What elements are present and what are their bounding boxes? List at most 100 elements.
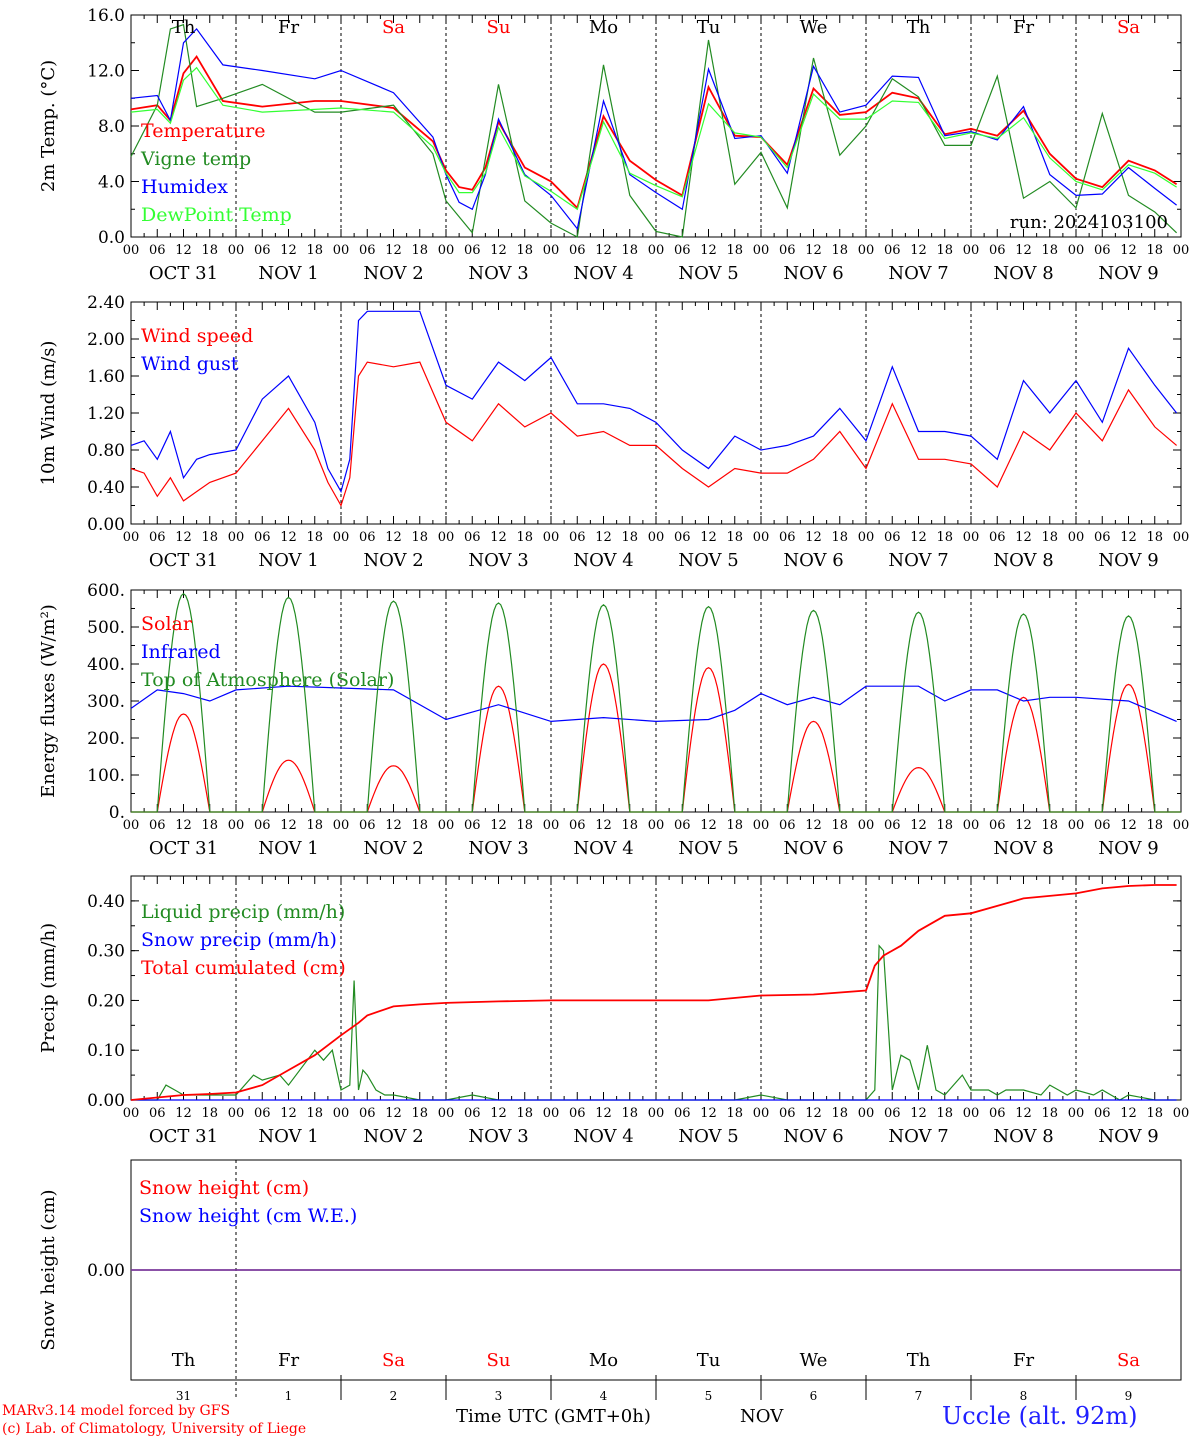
hour-tick-label: 00 xyxy=(543,243,560,258)
hour-tick-label: 06 xyxy=(884,243,901,258)
hour-tick-label: 06 xyxy=(359,530,376,545)
hour-tick-label: 06 xyxy=(884,530,901,545)
hour-tick-label: 12 xyxy=(595,1106,612,1121)
hour-tick-label: 18 xyxy=(831,530,848,545)
hour-tick-label: 06 xyxy=(464,818,481,833)
y-tick-label: 500. xyxy=(87,618,125,638)
hour-tick-label: 00 xyxy=(438,243,455,258)
date-label: NOV 3 xyxy=(468,263,528,284)
hour-tick-label: 00 xyxy=(228,818,245,833)
hour-tick-label: 18 xyxy=(306,530,323,545)
bottom-day-number: 8 xyxy=(1020,1389,1028,1403)
date-label: NOV 2 xyxy=(363,838,423,859)
legend-entry: Temperature xyxy=(141,120,265,142)
legend-entry: Snow height (cm) xyxy=(139,1177,309,1199)
hour-tick-label: 18 xyxy=(726,243,743,258)
hour-tick-label: 06 xyxy=(149,1106,166,1121)
hour-tick-label: 00 xyxy=(1173,243,1190,258)
hour-tick-label: 06 xyxy=(569,243,586,258)
date-label: NOV 2 xyxy=(363,1126,423,1147)
hour-tick-label: 12 xyxy=(490,530,507,545)
hour-tick-label: 18 xyxy=(1146,1106,1163,1121)
hour-tick-label: 12 xyxy=(910,530,927,545)
hour-tick-label: 12 xyxy=(910,818,927,833)
date-label: NOV 5 xyxy=(678,1126,738,1147)
hour-tick-label: 00 xyxy=(123,818,140,833)
hour-tick-label: 06 xyxy=(149,243,166,258)
hour-tick-label: 18 xyxy=(621,530,638,545)
date-label: NOV 7 xyxy=(888,1126,948,1147)
hour-tick-label: 18 xyxy=(936,243,953,258)
y-tick-label: 2.40 xyxy=(87,293,125,313)
hour-tick-label: 18 xyxy=(621,243,638,258)
hour-tick-label: 06 xyxy=(779,530,796,545)
weekday-label: We xyxy=(800,17,828,38)
hour-tick-label: 00 xyxy=(963,1106,980,1121)
y-tick-label: 100. xyxy=(87,766,125,786)
hour-tick-label: 12 xyxy=(1120,818,1137,833)
legend-entry: Infrared xyxy=(141,641,221,663)
date-label: NOV 9 xyxy=(1098,263,1158,284)
hour-tick-label: 06 xyxy=(779,818,796,833)
hour-tick-label: 12 xyxy=(175,243,192,258)
hour-tick-label: 18 xyxy=(1146,818,1163,833)
legend-entry: Humidex xyxy=(141,176,228,198)
hour-tick-label: 00 xyxy=(753,818,770,833)
weekday-label: Su xyxy=(487,17,511,38)
hour-tick-label: 00 xyxy=(543,818,560,833)
date-label: NOV 3 xyxy=(468,1126,528,1147)
hour-tick-label: 00 xyxy=(228,243,245,258)
credit-line-model: MARv3.14 model forced by GFS xyxy=(2,1403,231,1419)
hour-tick-label: 00 xyxy=(228,530,245,545)
hour-tick-label: 00 xyxy=(543,1106,560,1121)
hour-tick-label: 00 xyxy=(963,243,980,258)
hour-tick-label: 06 xyxy=(359,1106,376,1121)
bottom-day-number: 6 xyxy=(810,1389,818,1403)
hour-tick-label: 00 xyxy=(1068,818,1085,833)
hour-tick-label: 18 xyxy=(411,818,428,833)
hour-tick-label: 00 xyxy=(858,1106,875,1121)
date-label: NOV 9 xyxy=(1098,1126,1158,1147)
bottom-weekday-label: Th xyxy=(172,1350,196,1371)
hour-tick-label: 00 xyxy=(858,243,875,258)
date-label: NOV 2 xyxy=(363,263,423,284)
hour-tick-label: 06 xyxy=(359,818,376,833)
hour-tick-label: 12 xyxy=(805,818,822,833)
hour-tick-label: 06 xyxy=(149,818,166,833)
hour-tick-label: 12 xyxy=(490,818,507,833)
y-tick-label: 0.00 xyxy=(87,515,125,535)
hour-tick-label: 06 xyxy=(989,243,1006,258)
bottom-weekday-label: Sa xyxy=(382,1350,405,1371)
station-label: Uccle (alt. 92m) xyxy=(942,1402,1138,1430)
legend-entry: Vigne temp xyxy=(140,148,251,170)
hour-tick-label: 12 xyxy=(280,243,297,258)
legend-entry: Solar xyxy=(141,613,193,635)
hour-tick-label: 12 xyxy=(700,243,717,258)
hour-tick-label: 00 xyxy=(333,1106,350,1121)
date-label: NOV 3 xyxy=(468,550,528,571)
y-tick-label: 0.20 xyxy=(87,991,125,1011)
hour-tick-label: 06 xyxy=(674,818,691,833)
hour-tick-label: 12 xyxy=(175,1106,192,1121)
date-label: NOV 8 xyxy=(993,838,1053,859)
hour-tick-label: 00 xyxy=(858,530,875,545)
hour-tick-label: 18 xyxy=(1146,530,1163,545)
y-axis-label: Energy fluxes (W/m²) xyxy=(38,604,59,798)
weekday-label: Sa xyxy=(382,17,405,38)
panel-5: 0.00 Snow height (cm) Snow height (cm) Snow… xyxy=(38,1159,1182,1400)
hour-tick-label: 18 xyxy=(1041,530,1058,545)
hour-tick-label: 06 xyxy=(884,1106,901,1121)
series-line-1 xyxy=(130,685,1177,723)
y-tick-label: 200. xyxy=(87,729,125,749)
hour-tick-label: 00 xyxy=(1068,1106,1085,1121)
hour-tick-label: 00 xyxy=(228,1106,245,1121)
hour-tick-label: 00 xyxy=(438,818,455,833)
hour-tick-label: 18 xyxy=(411,243,428,258)
hour-tick-label: 18 xyxy=(516,1106,533,1121)
date-label: NOV 8 xyxy=(993,263,1053,284)
series-line-0 xyxy=(130,55,1178,210)
model-credit: MARv3.14 model forced by GFS (c) Lab. of… xyxy=(2,1402,306,1438)
hour-tick-label: 18 xyxy=(516,243,533,258)
hour-tick-label: 18 xyxy=(1041,1106,1058,1121)
series-line-1 xyxy=(130,23,1178,238)
